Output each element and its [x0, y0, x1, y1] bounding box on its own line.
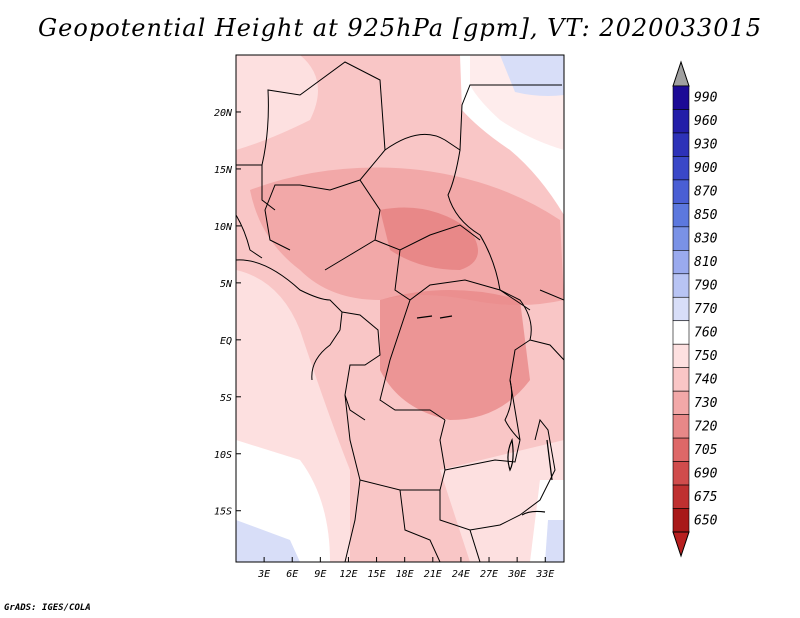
colorbar-label: 705 [694, 443, 718, 458]
height-field [236, 55, 564, 562]
longitude-axis: 3E 6E 9E 12E 15E 18E 21E 24E 27E 30E 33E [257, 557, 554, 580]
lat-tick-label: 15S [214, 507, 232, 518]
colorbar-label: 900 [694, 161, 718, 176]
colorbar-swatch [672, 414, 690, 439]
colorbar-swatch [672, 508, 690, 533]
lat-tick-label: 20N [214, 108, 233, 119]
colorbar-top-cap [672, 60, 690, 87]
lon-tick-label: 27E [480, 569, 498, 580]
colorbar-swatch [672, 273, 690, 298]
lat-tick-label: EQ [220, 336, 232, 347]
lon-tick-label: 24E [452, 569, 470, 580]
colorbar-bottom-cap [672, 531, 690, 558]
colorbar-swatch [672, 156, 690, 181]
colorbar-label: 830 [694, 232, 718, 247]
colorbar-label: 990 [694, 91, 718, 106]
grads-credit: GrADS: IGES/COLA [4, 603, 91, 613]
chart-title: Geopotential Height at 925hPa [gpm], VT:… [38, 14, 762, 42]
colorbar-swatch [672, 226, 690, 251]
country-borders [236, 61, 564, 562]
colorbar-swatch [672, 461, 690, 486]
lon-tick-label: 9E [314, 569, 326, 580]
lon-tick-label: 18E [396, 569, 414, 580]
colorbar-swatch [672, 390, 690, 415]
colorbar-swatch [672, 484, 690, 509]
colorbar-label: 650 [694, 513, 718, 528]
colorbar-label: 740 [694, 372, 718, 387]
colorbar-swatch [672, 250, 690, 275]
colorbar-swatch [672, 132, 690, 157]
colorbar-label: 690 [694, 466, 718, 481]
lon-tick-label: 12E [339, 569, 357, 580]
colorbar-label: 760 [694, 325, 718, 340]
lat-tick-label: 5S [220, 393, 232, 404]
colorbar-swatch [672, 85, 690, 110]
colorbar-swatch [672, 367, 690, 392]
lon-tick-label: 21E [424, 569, 442, 580]
colorbar-label: 960 [694, 114, 718, 129]
colorbar-label: 720 [694, 419, 718, 434]
colorbar-label: 675 [694, 490, 718, 505]
colorbar-swatch [672, 179, 690, 204]
colorbar-label: 850 [694, 208, 718, 223]
colorbar-label: 790 [694, 279, 718, 294]
lon-tick-label: 15E [368, 569, 386, 580]
lat-tick-label: 10N [214, 222, 233, 233]
colorbar-swatch [672, 109, 690, 134]
lon-tick-label: 6E [286, 569, 298, 580]
lon-tick-label: 3E [257, 569, 270, 580]
lat-tick-label: 10S [214, 450, 232, 461]
colorbar-label: 810 [694, 255, 718, 270]
colorbar-swatch [672, 437, 690, 462]
colorbar-label: 870 [694, 185, 718, 200]
colorbar-swatch [672, 296, 690, 322]
lat-tick-label: 5N [220, 279, 233, 290]
latitude-axis: 20N 15N 10N 5N EQ 5S 10S 15S [214, 108, 241, 518]
colorbar-swatch [672, 203, 690, 228]
map-frame [235, 54, 565, 563]
lakes [416, 315, 553, 516]
lon-tick-label: 33E [535, 569, 554, 580]
colorbar-label: 750 [694, 349, 718, 364]
colorbar-swatch [672, 320, 690, 345]
colorbar-label: 770 [694, 302, 718, 317]
lon-tick-label: 30E [507, 569, 526, 580]
colorbar-swatch [672, 343, 690, 368]
colorbar: 990 960 930 900 870 850 830 810 790 770 760 750 740 7… [672, 60, 718, 558]
lat-tick-label: 15N [214, 165, 233, 176]
colorbar-label: 730 [694, 396, 718, 411]
colorbar-label: 930 [694, 138, 718, 153]
